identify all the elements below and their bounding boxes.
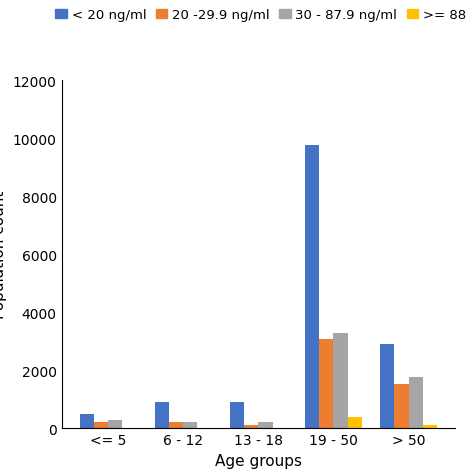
Bar [80, 415, 94, 428]
Bar [423, 426, 437, 428]
X-axis label: Age groups: Age groups [215, 453, 302, 468]
Bar [409, 377, 423, 428]
Bar [183, 422, 198, 428]
Bar [380, 344, 394, 428]
Bar [258, 423, 273, 428]
Bar [334, 333, 348, 428]
Bar [155, 402, 169, 428]
Bar [108, 421, 122, 428]
Bar [230, 402, 244, 428]
Bar [319, 339, 334, 428]
Legend: < 20 ng/ml, 20 -29.9 ng/ml, 30 - 87.9 ng/ml, >= 88: < 20 ng/ml, 20 -29.9 ng/ml, 30 - 87.9 ng… [55, 9, 466, 22]
Bar [394, 384, 409, 428]
Bar [348, 417, 362, 428]
Y-axis label: Population count: Population count [0, 190, 7, 319]
Bar [305, 146, 319, 428]
Bar [94, 423, 108, 428]
Bar [169, 422, 183, 428]
Bar [244, 425, 258, 428]
